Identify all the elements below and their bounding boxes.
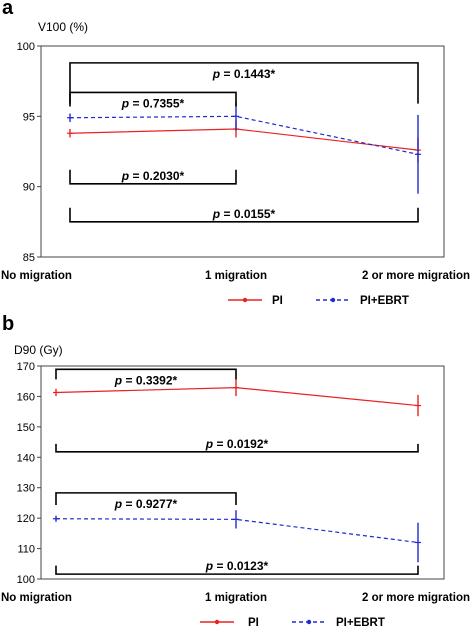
y-tick-label: 120 [17, 513, 35, 525]
p-value-label: p = 0.0192* [205, 437, 269, 451]
panel-b: b D90 (Gy) 100 110 120 130 140 150 160 170 No mi… [1, 313, 470, 629]
series-line [69, 128, 419, 151]
panel-a-legend: PI PI+EBRT [228, 295, 409, 307]
significance-bracket [69, 207, 419, 223]
y-tick-label: 150 [17, 422, 35, 434]
p-value-label: p = 0.2030* [121, 169, 185, 183]
panel-a: a V100 (%) 85 90 95 100 No migration 1 migrat… [1, 0, 470, 307]
y-tick-label: 140 [17, 452, 35, 464]
y-tick-label: 100 [17, 41, 35, 53]
p-value-label: p = 0.0123* [205, 559, 269, 573]
x-tick-label: 2 or more migration [362, 592, 470, 604]
significance-bracket [55, 443, 419, 453]
y-tick-label: 160 [17, 391, 35, 403]
panel-b-ylabel: D90 (Gy) [14, 343, 63, 357]
plot-frame [40, 45, 445, 258]
y-tick-label: 130 [17, 483, 35, 495]
panel-b-letter: b [2, 313, 14, 335]
legend-ebrt-label: PI+EBRT [336, 617, 385, 629]
significance-bracket [69, 62, 419, 104]
series-line [55, 518, 419, 544]
series-line [55, 387, 419, 407]
significance-bracket [69, 169, 237, 185]
series-line [69, 115, 419, 155]
y-tick-label: 170 [17, 361, 35, 373]
p-value-label: p = 0.3392* [114, 373, 178, 387]
panel-b-plot: 100 110 120 130 140 150 160 170 No migration 1 mi… [1, 361, 470, 604]
y-tick-label: 85 [23, 252, 35, 264]
x-tick-label: 2 or more migration [362, 270, 470, 282]
legend-ebrt-marker [330, 297, 336, 303]
legend-pi-label: PI [272, 295, 283, 307]
p-value-label: p = 0.7355* [121, 96, 185, 110]
significance-bracket [69, 91, 237, 107]
p-value-label: p = 0.0155* [212, 207, 276, 221]
p-value-label: p = 0.9277* [114, 497, 178, 511]
y-tick-label: 90 [23, 182, 35, 194]
significance-bracket [55, 492, 237, 506]
y-tick-label: 100 [17, 574, 35, 586]
p-value-label: p = 0.1443* [212, 67, 276, 81]
panel-a-plot: 85 90 95 100 No migration 1 migration 2 or mor… [1, 41, 470, 282]
significance-bracket [55, 368, 237, 380]
y-tick-label: 95 [23, 111, 35, 123]
significance-bracket [55, 565, 419, 575]
legend-ebrt-label: PI+EBRT [360, 295, 409, 307]
panel-b-legend: PI PI+EBRT [200, 617, 385, 629]
legend-pi-marker [242, 297, 248, 303]
plot-frame [40, 365, 445, 580]
legend-pi-marker [214, 619, 220, 625]
x-tick-label: No migration [1, 592, 72, 604]
legend-ebrt-marker [306, 619, 312, 625]
legend-pi-label: PI [248, 617, 259, 629]
x-tick-label: 1 migration [205, 270, 267, 282]
y-tick-label: 110 [17, 544, 35, 556]
x-tick-label: 1 migration [205, 592, 267, 604]
panel-a-letter: a [2, 0, 14, 19]
panel-a-ylabel: V100 (%) [38, 20, 88, 34]
x-tick-label: No migration [1, 270, 72, 282]
